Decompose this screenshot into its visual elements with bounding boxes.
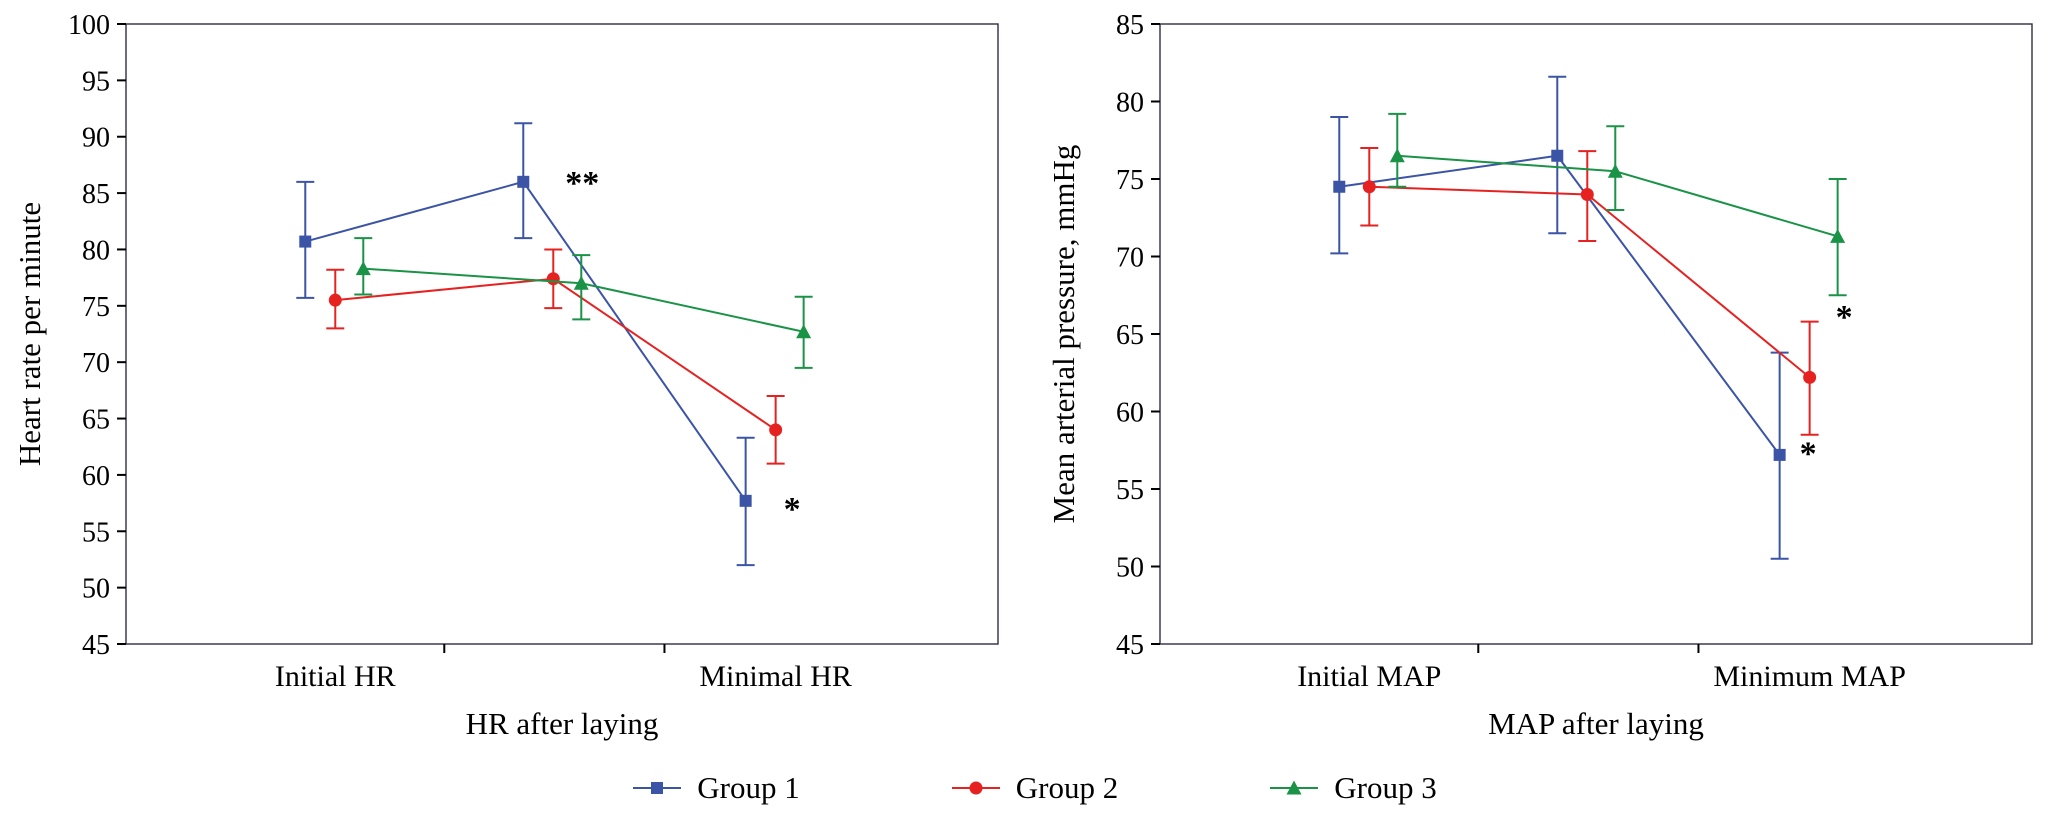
y-tick-label: 75 xyxy=(82,292,110,323)
data-point-marker xyxy=(1286,780,1302,795)
legend-label-group-1: Group 1 xyxy=(697,770,800,805)
y-tick-label: 95 xyxy=(82,66,110,97)
y-tick-label: 90 xyxy=(82,123,110,154)
data-point-marker xyxy=(1607,163,1623,178)
data-point-marker xyxy=(1333,180,1346,193)
x-axis-title: HR after laying xyxy=(466,706,659,741)
x-category-label: Minimum MAP xyxy=(1713,660,1906,693)
series-line xyxy=(335,277,777,431)
y-tick-label: 65 xyxy=(1116,320,1144,351)
y-tick-label: 50 xyxy=(82,574,110,605)
y-tick-label: 80 xyxy=(1116,88,1144,119)
legend-item-group-3: Group 3 xyxy=(1268,770,1437,806)
y-tick-label: 70 xyxy=(82,348,110,379)
data-point-marker xyxy=(769,423,783,437)
y-tick-label: 80 xyxy=(82,235,110,266)
y-tick-label: 55 xyxy=(1116,475,1144,506)
y-tick-label: 70 xyxy=(1116,243,1144,274)
plot-frame xyxy=(125,23,999,645)
y-tick-label: 50 xyxy=(1116,553,1144,584)
map-chart-svg: 45 50 55 60 65 70 75 80 85 Initial MAP Minimum MAP… xyxy=(1046,10,2033,741)
group-2-circle-marker-icon xyxy=(951,781,1000,795)
y-tick-label: 100 xyxy=(68,10,110,41)
data-point-marker xyxy=(651,782,664,794)
x-category-label: Initial MAP xyxy=(1297,660,1441,693)
data-point-marker xyxy=(546,272,560,286)
y-tick-label: 55 xyxy=(82,517,110,548)
data-point-marker xyxy=(1830,228,1846,243)
map-chart: 45 50 55 60 65 70 75 80 85 Initial MAP Minimum MAP… xyxy=(1034,0,2068,752)
data-point-marker xyxy=(1580,188,1594,201)
legend-item-group-2: Group 2 xyxy=(950,770,1118,806)
plot-frame xyxy=(1159,23,2033,645)
significance-marker: * xyxy=(784,491,801,528)
y-tick-label: 45 xyxy=(82,630,110,661)
data-point-marker xyxy=(1362,180,1376,194)
group-3-triangle-marker-icon xyxy=(1270,780,1319,795)
group-1-square-marker-icon xyxy=(633,782,682,794)
hr-chart: 45 50 55 60 65 70 75 80 85 90 95 100 Initial HR Minim… xyxy=(0,0,1034,752)
x-category-label: Minimal HR xyxy=(699,660,852,693)
data-point-marker xyxy=(1803,370,1817,384)
data-point-marker xyxy=(355,261,371,276)
y-tick-label: 60 xyxy=(82,461,110,492)
significance-marker: ** xyxy=(565,165,599,202)
data-point-marker xyxy=(796,324,812,339)
data-point-marker xyxy=(969,781,983,795)
legend-label-group-3: Group 3 xyxy=(1334,770,1437,805)
y-axis-title: Mean arterial pressure, mmHg xyxy=(1046,145,1081,524)
significance-marker: * xyxy=(1836,299,1853,336)
y-tick-label: 75 xyxy=(1116,165,1144,196)
y-axis-title: Heart rate per minute xyxy=(12,202,47,466)
charts-row: 45 50 55 60 65 70 75 80 85 90 95 100 Initial HR Minim… xyxy=(0,0,2068,752)
y-tick-label: 45 xyxy=(1116,630,1144,661)
series-line xyxy=(305,180,747,502)
x-category-label: Initial HR xyxy=(275,660,396,693)
y-tick-label: 85 xyxy=(1116,10,1144,41)
legend-label-group-2: Group 2 xyxy=(1015,770,1119,805)
data-point-marker xyxy=(299,235,312,248)
data-point-marker xyxy=(517,175,530,188)
data-point-marker xyxy=(1389,148,1405,163)
legend-item-group-1: Group 1 xyxy=(631,770,800,806)
y-tick-label: 65 xyxy=(82,405,110,436)
y-tick-label: 60 xyxy=(1116,398,1144,429)
data-point-marker xyxy=(1773,448,1786,461)
data-point-marker xyxy=(1551,149,1564,162)
data-point-marker xyxy=(328,293,342,307)
data-point-marker xyxy=(739,494,752,507)
legend: Group 1 Group 2 Group 3 xyxy=(0,752,2068,824)
hr-chart-svg: 45 50 55 60 65 70 75 80 85 90 95 100 Initial HR Minim… xyxy=(12,10,999,741)
series-line xyxy=(1369,185,1811,379)
significance-marker: * xyxy=(1800,436,1817,473)
y-tick-label: 85 xyxy=(82,179,110,210)
data-point-marker xyxy=(573,275,589,290)
x-axis-title: MAP after laying xyxy=(1488,706,1704,741)
